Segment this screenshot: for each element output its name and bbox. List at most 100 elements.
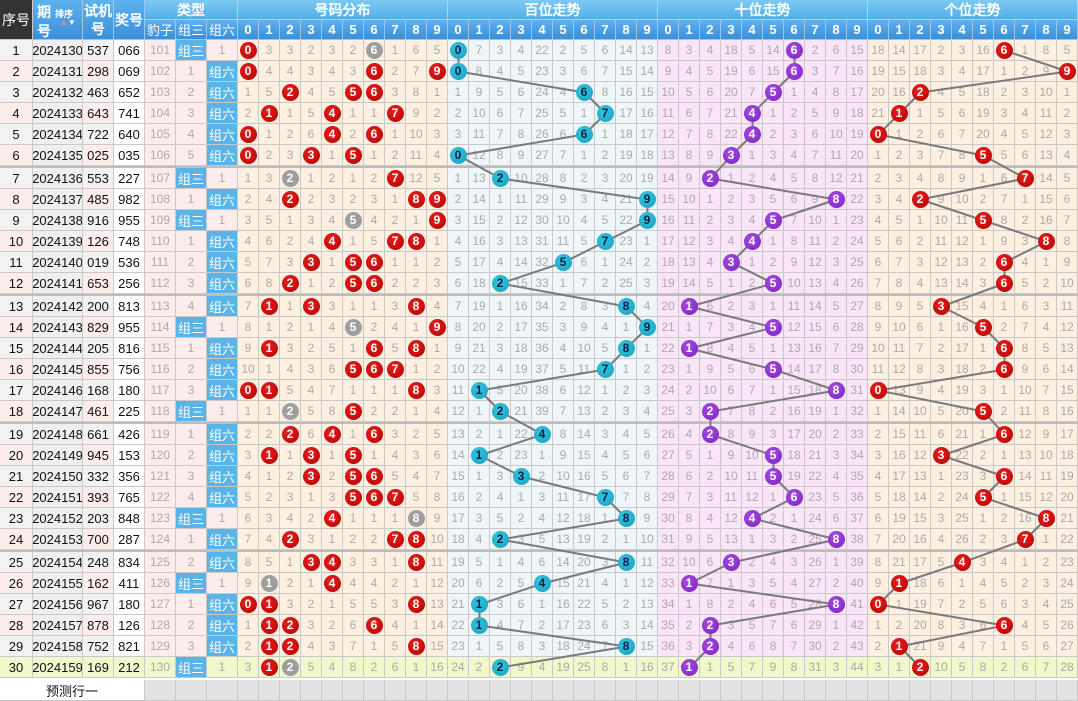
- predict-row-label[interactable]: 预测行一: [0, 680, 145, 701]
- predict-cell[interactable]: [448, 680, 469, 701]
- omission-value: 7: [979, 639, 987, 653]
- trend-cell: 2: [406, 424, 427, 445]
- predict-cell[interactable]: [931, 680, 952, 701]
- trend-cell: 4: [553, 82, 574, 103]
- omission-value: 4: [937, 532, 945, 546]
- omission-value: 3: [1000, 532, 1008, 546]
- trend-cell: 7: [1036, 380, 1057, 401]
- type-label: 组三: [176, 40, 207, 61]
- predict-cell[interactable]: [259, 680, 280, 701]
- predict-cell[interactable]: [553, 680, 574, 701]
- predict-cell[interactable]: [427, 680, 448, 701]
- trend-cell: 5: [574, 40, 595, 61]
- omission-value: 17: [1060, 427, 1074, 441]
- predict-cell[interactable]: [700, 680, 721, 701]
- hit-number-ball: 5: [764, 211, 782, 229]
- predict-cell[interactable]: [826, 680, 847, 701]
- trend-cell: 1: [238, 615, 259, 636]
- sort-arrows-icon[interactable]: ▲▼: [60, 18, 76, 27]
- trend-cell: 8: [406, 82, 427, 103]
- trend-cell: 40: [847, 573, 868, 594]
- omission-value: 5: [748, 341, 756, 355]
- predict-cell[interactable]: [994, 680, 1015, 701]
- predict-cell[interactable]: [679, 680, 700, 701]
- predict-cell[interactable]: [343, 680, 364, 701]
- type-omission: 2: [176, 82, 207, 103]
- trend-cell: 0: [238, 40, 259, 61]
- omission-value: 2: [979, 192, 987, 206]
- sort-label[interactable]: 排序: [55, 9, 74, 19]
- trend-cell: 2: [280, 124, 301, 145]
- predict-cell[interactable]: [322, 680, 343, 701]
- predict-cell[interactable]: [301, 680, 322, 701]
- trend-cell: 6: [826, 317, 847, 338]
- trend-cell: 5: [1015, 636, 1036, 657]
- predict-cell[interactable]: [1036, 680, 1057, 701]
- omission-value: 14: [955, 276, 969, 290]
- predict-cell[interactable]: [721, 680, 742, 701]
- predict-cell[interactable]: [574, 680, 595, 701]
- trend-cell: 32: [658, 552, 679, 573]
- predict-cell[interactable]: [658, 680, 679, 701]
- trend-cell: 5: [868, 487, 889, 508]
- predict-cell[interactable]: [616, 680, 637, 701]
- predict-cell[interactable]: [532, 680, 553, 701]
- predict-cell[interactable]: [973, 680, 994, 701]
- trend-cell: 5: [637, 424, 658, 445]
- predict-cell[interactable]: [1015, 680, 1036, 701]
- header-digit: 5: [553, 20, 574, 40]
- predict-cell[interactable]: [490, 680, 511, 701]
- predict-cell[interactable]: [637, 680, 658, 701]
- predict-cell[interactable]: [280, 680, 301, 701]
- trend-cell: 3: [427, 380, 448, 401]
- trend-cell: 18: [1057, 445, 1078, 466]
- omission-value: 19: [808, 404, 822, 418]
- omission-value: 2: [1000, 85, 1008, 99]
- trend-cell: 18: [553, 636, 574, 657]
- header-digit: 1: [679, 20, 700, 40]
- hit-number-ball: 8: [827, 530, 845, 548]
- predict-cell[interactable]: [207, 680, 238, 701]
- predict-cell[interactable]: [910, 680, 931, 701]
- trend-cell: 22: [448, 615, 469, 636]
- predict-cell[interactable]: [847, 680, 868, 701]
- predict-cell[interactable]: [763, 680, 784, 701]
- row-seq: 30: [0, 657, 33, 678]
- trend-cell: 3: [973, 466, 994, 487]
- header-digit: 3: [301, 20, 322, 40]
- omission-value: 1: [349, 427, 357, 441]
- omission-value: 3: [601, 171, 609, 185]
- predict-cell[interactable]: [364, 680, 385, 701]
- trend-cell: 1: [364, 445, 385, 466]
- trend-cell: 16: [889, 82, 910, 103]
- omission-value: 14: [430, 618, 444, 632]
- predict-cell[interactable]: [868, 680, 889, 701]
- predict-cell[interactable]: [145, 680, 176, 701]
- trend-cell: 12: [637, 573, 658, 594]
- omission-value: 1: [286, 299, 294, 313]
- predict-cell[interactable]: [1057, 680, 1078, 701]
- omission-value: 3: [286, 255, 294, 269]
- predict-cell[interactable]: [805, 680, 826, 701]
- trend-cell: 9: [910, 380, 931, 401]
- trend-cell: 7: [868, 529, 889, 550]
- predict-cell[interactable]: [385, 680, 406, 701]
- predict-cell[interactable]: [511, 680, 532, 701]
- predict-cell[interactable]: [176, 680, 207, 701]
- predict-cell[interactable]: [742, 680, 763, 701]
- predict-cell[interactable]: [784, 680, 805, 701]
- trend-cell: 11: [1036, 466, 1057, 487]
- predict-cell[interactable]: [595, 680, 616, 701]
- omission-value: 2: [790, 106, 798, 120]
- predict-cell[interactable]: [238, 680, 259, 701]
- header-issue-sort[interactable]: 期号排序 ▲▼: [33, 0, 83, 40]
- predict-cell[interactable]: [469, 680, 490, 701]
- hit-number-ball: 2: [491, 402, 509, 420]
- trend-cell: 1: [406, 573, 427, 594]
- predict-cell[interactable]: [952, 680, 973, 701]
- predict-cell[interactable]: [889, 680, 910, 701]
- trend-cell: 2: [700, 615, 721, 636]
- omission-value: 12: [829, 171, 843, 185]
- trend-cell: 3: [595, 296, 616, 317]
- predict-cell[interactable]: [406, 680, 427, 701]
